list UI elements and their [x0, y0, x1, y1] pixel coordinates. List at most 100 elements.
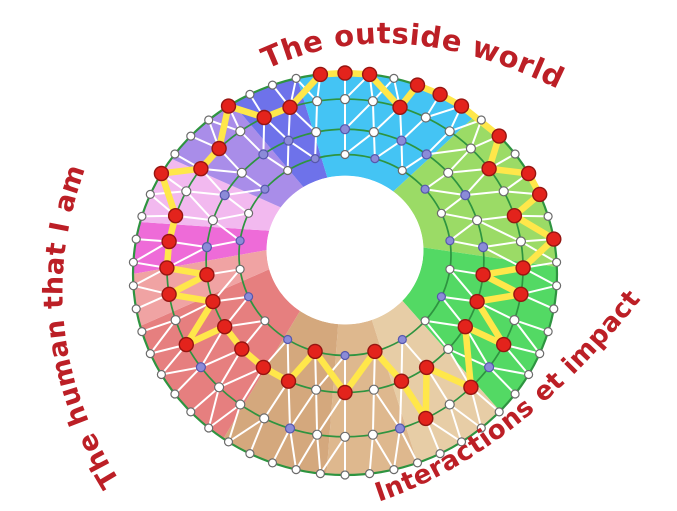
red-node	[392, 99, 408, 116]
white-node	[186, 407, 196, 417]
white-node	[510, 389, 520, 399]
purple-node	[445, 236, 455, 246]
white-node	[456, 437, 467, 447]
red-node	[161, 286, 177, 302]
sector-green-yellow	[393, 115, 557, 267]
white-node	[420, 112, 431, 123]
mesh-line	[372, 388, 401, 430]
mesh-line	[448, 239, 485, 249]
mesh-line	[513, 319, 541, 355]
purple-node	[283, 135, 294, 146]
white-node	[137, 327, 147, 337]
white-node	[551, 281, 562, 291]
red-node	[513, 286, 529, 302]
white-node	[235, 126, 246, 137]
red-node	[159, 260, 175, 276]
red-node	[475, 267, 491, 283]
purple-node	[397, 334, 407, 345]
white-node	[311, 384, 322, 395]
purple-node	[370, 154, 380, 164]
red-node	[256, 109, 272, 126]
white-node	[535, 349, 545, 359]
purple-node	[244, 292, 254, 302]
white-node	[389, 73, 399, 84]
white-node	[145, 349, 155, 359]
white-node	[397, 165, 407, 176]
white-node	[543, 211, 553, 221]
red-node	[193, 160, 209, 177]
donut-hole	[266, 175, 424, 325]
white-node	[260, 316, 270, 326]
mesh-line	[239, 130, 265, 156]
white-node	[204, 115, 214, 125]
white-node	[339, 431, 351, 442]
purple-node	[283, 334, 293, 345]
purple-node	[394, 423, 406, 434]
red-node	[255, 359, 272, 376]
mesh-line	[319, 435, 346, 475]
mesh-line	[315, 388, 319, 436]
white-node	[186, 131, 196, 141]
mesh-line	[371, 100, 375, 134]
red-node	[205, 293, 221, 310]
mesh-line	[223, 188, 266, 197]
white-node	[145, 189, 155, 199]
white-node	[443, 167, 454, 178]
red-node	[418, 359, 435, 376]
white-node	[312, 96, 323, 107]
white-node	[214, 382, 225, 393]
purple-node	[201, 242, 212, 253]
purple-node	[235, 236, 245, 246]
white-node	[156, 369, 166, 380]
white-node	[291, 73, 301, 84]
red-nodes	[153, 65, 562, 427]
white-node	[315, 469, 325, 479]
red-node	[211, 140, 227, 157]
purple-node	[420, 184, 430, 194]
purple-node	[421, 149, 432, 160]
mesh-line	[248, 417, 266, 455]
mesh-line	[464, 325, 491, 369]
mesh-line	[211, 219, 242, 242]
purple-node	[478, 242, 489, 253]
mesh-line	[227, 403, 242, 443]
red-node	[393, 373, 410, 389]
mesh-line	[488, 366, 530, 376]
red-node	[496, 336, 512, 353]
sector-purple	[171, 103, 304, 208]
mesh-line	[140, 319, 177, 333]
mesh-line	[160, 366, 202, 376]
white-node	[444, 126, 455, 137]
mesh-line	[448, 403, 483, 429]
mesh-line	[316, 391, 346, 436]
mesh-line	[271, 427, 291, 464]
mesh-line	[482, 240, 522, 249]
white-node	[207, 215, 218, 226]
white-node	[476, 423, 486, 433]
white-node	[170, 389, 180, 399]
white-node	[170, 315, 181, 326]
white-node	[340, 470, 350, 480]
red-node	[153, 165, 170, 182]
white-node	[494, 407, 504, 417]
red-node	[337, 384, 353, 401]
red-node	[432, 86, 448, 103]
white-node	[128, 257, 138, 267]
mesh-line	[476, 219, 522, 243]
mesh-line	[392, 427, 401, 471]
purple-node	[284, 423, 296, 434]
red-node	[463, 379, 479, 395]
red-node	[199, 267, 215, 283]
white-node	[245, 449, 255, 459]
mesh-line	[399, 427, 419, 464]
red-node	[481, 160, 497, 177]
mesh-line	[371, 388, 375, 436]
mesh-line	[448, 403, 463, 443]
white-node	[223, 437, 234, 447]
red-node	[453, 98, 470, 114]
mesh-line	[424, 188, 467, 197]
mesh-line	[344, 100, 374, 131]
red-node	[515, 260, 531, 276]
